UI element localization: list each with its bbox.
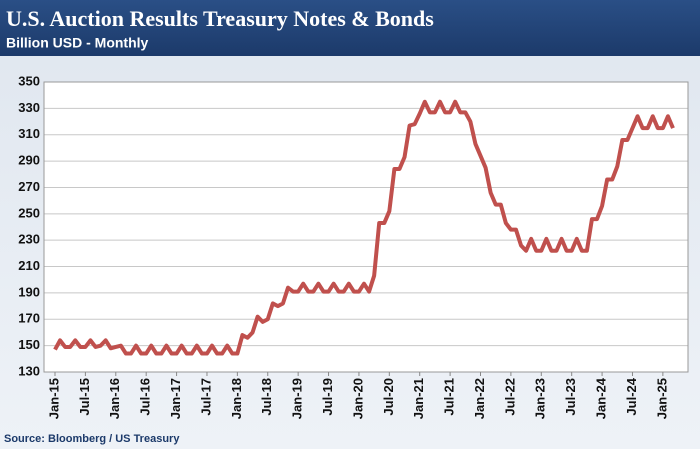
y-tick-label: 350	[18, 73, 40, 88]
header	[0, 0, 700, 56]
y-tick-label: 290	[18, 153, 40, 168]
x-tick-label: Jan-18	[229, 378, 244, 419]
x-tick-label: Jul-16	[138, 378, 153, 416]
x-tick-label: Jan-20	[350, 378, 365, 419]
x-tick-label: Jan-25	[654, 378, 669, 419]
x-tick-label: Jul-24	[624, 377, 639, 415]
x-tick-label: Jan-23	[533, 378, 548, 419]
x-tick-label: Jan-21	[411, 378, 426, 419]
y-tick-label: 210	[18, 258, 40, 273]
x-tick-label: Jan-24	[594, 377, 609, 419]
x-tick-label: Jan-22	[472, 378, 487, 419]
y-tick-label: 230	[18, 232, 40, 247]
y-tick-label: 310	[18, 126, 40, 141]
chart-subtitle: Billion USD - Monthly	[6, 35, 149, 51]
source-note: Source: Bloomberg / US Treasury	[4, 433, 180, 445]
x-tick-label: Jul-19	[320, 378, 335, 416]
y-tick-label: 190	[18, 284, 40, 299]
y-tick-label: 170	[18, 311, 40, 326]
y-tick-label: 250	[18, 205, 40, 220]
y-tick-label: 270	[18, 179, 40, 194]
x-tick-label: Jul-23	[563, 378, 578, 416]
x-tick-label: Jul-18	[259, 378, 274, 416]
x-tick-label: Jan-15	[46, 378, 61, 419]
x-tick-label: Jul-20	[381, 378, 396, 416]
x-tick-label: Jul-22	[502, 378, 517, 416]
data-line	[53, 99, 675, 356]
x-tick-label: Jul-21	[442, 378, 457, 416]
y-tick-label: 330	[18, 100, 40, 115]
y-tick-label: 150	[18, 337, 40, 352]
x-tick-label: Jul-15	[77, 378, 92, 416]
chart-title: U.S. Auction Results Treasury Notes & Bo…	[6, 6, 434, 31]
x-tick-label: Jan-17	[168, 378, 183, 419]
plot-border	[43, 81, 689, 373]
y-tick-label: 130	[18, 363, 40, 378]
plot-area	[44, 82, 688, 372]
x-tick-label: Jul-17	[198, 378, 213, 416]
x-tick-label: Jan-16	[107, 378, 122, 419]
x-tick-label: Jan-19	[290, 378, 305, 419]
